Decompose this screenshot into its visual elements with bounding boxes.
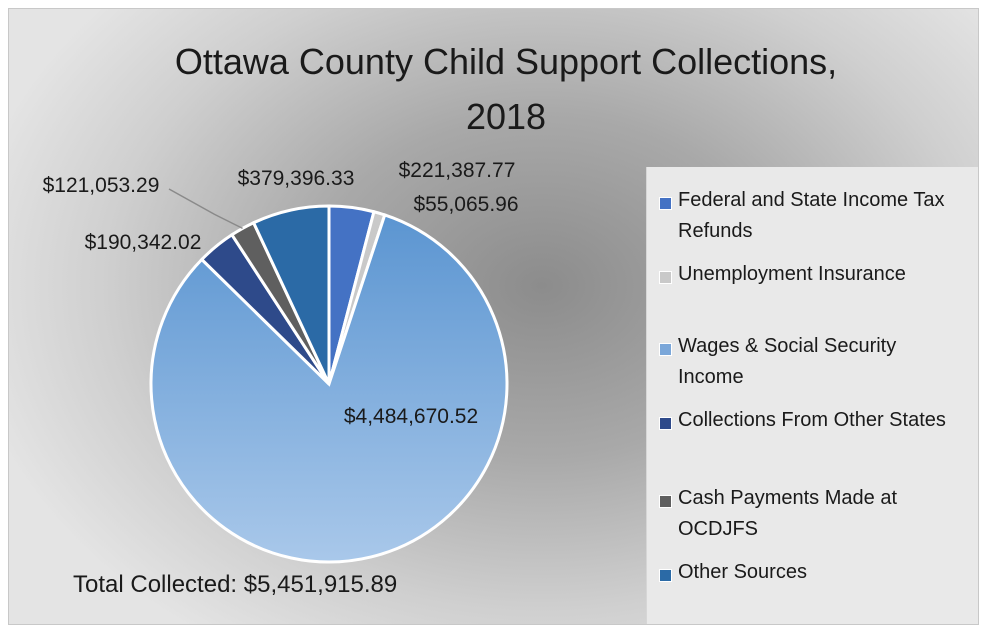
legend-item-unemployment-insurance: Unemployment Insurance bbox=[659, 263, 977, 290]
legend-swatch bbox=[659, 495, 672, 508]
legend-label: Federal and State Income Tax Refunds bbox=[678, 189, 945, 242]
data-label-unemployment-insurance: $55,065.96 bbox=[413, 193, 518, 216]
legend-swatch bbox=[659, 271, 672, 284]
data-label-federal-state-tax-refunds: $221,387.77 bbox=[399, 159, 516, 182]
total-collected-label: Total Collected: $5,451,915.89 bbox=[73, 571, 397, 598]
legend-label: Other Sources bbox=[678, 561, 807, 583]
chart-title-line-1: Ottawa County Child Support Collections, bbox=[175, 41, 837, 82]
pie-chart: Ottawa County Child Support Collections,… bbox=[43, 41, 838, 598]
legend-label: Wages & Social Security Income bbox=[678, 335, 897, 388]
legend-label: Collections From Other States bbox=[678, 409, 946, 431]
legend-swatch bbox=[659, 569, 672, 582]
legend: Federal and State Income Tax Refunds Unemp… bbox=[646, 167, 978, 624]
leader-line-cash-payments bbox=[168, 188, 243, 230]
data-label-cash-payments-ocdjfs: $121,053.29 bbox=[43, 174, 160, 197]
legend-item-cash-payments-ocdjfs: Cash Payments Made at OCDJFS bbox=[659, 487, 977, 545]
chart-title-line-2: 2018 bbox=[466, 96, 546, 137]
legend-item-other-sources: Other Sources bbox=[659, 561, 977, 588]
legend-swatch bbox=[659, 343, 672, 356]
legend-item-federal-state-tax-refunds: Federal and State Income Tax Refunds bbox=[659, 189, 977, 247]
data-label-collections-other-states: $190,342.02 bbox=[85, 231, 202, 254]
slice-other-sources bbox=[251, 204, 331, 385]
data-label-other-sources: $379,396.33 bbox=[238, 167, 355, 190]
pie-slices bbox=[149, 204, 509, 564]
legend-swatch bbox=[659, 197, 672, 210]
slice-wages-social-security bbox=[149, 213, 509, 564]
leader-lines bbox=[168, 188, 243, 230]
data-labels: $221,387.77 $55,065.96 $4,484,670.52 $190,3… bbox=[43, 159, 519, 428]
legend-swatch bbox=[659, 417, 672, 430]
legend-item-wages-social-security: Wages & Social Security Income bbox=[659, 335, 977, 393]
data-label-wages-social-security: $4,484,670.52 bbox=[344, 405, 478, 428]
legend-item-collections-other-states: Collections From Other States bbox=[659, 409, 977, 436]
legend-label: Cash Payments Made at OCDJFS bbox=[678, 487, 897, 540]
chart-area: Ottawa County Child Support Collections,… bbox=[8, 8, 979, 625]
legend-label: Unemployment Insurance bbox=[678, 263, 906, 285]
